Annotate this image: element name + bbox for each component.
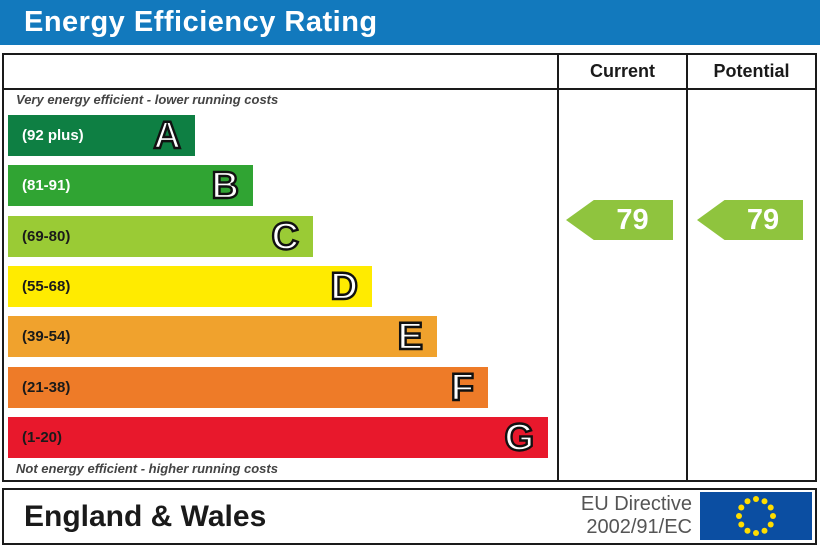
band-f: (21-38) F (8, 367, 488, 408)
potential-rating-value: 79 (746, 203, 780, 236)
current-rating-value: 79 (616, 203, 649, 236)
footer: England & Wales EU Directive 2002/91/EC (2, 488, 817, 545)
band-letter: E (396, 315, 424, 358)
title-bar: Energy Efficiency Rating (0, 0, 820, 45)
band-letter: C (270, 215, 300, 258)
band-a: (92 plus) A (8, 115, 195, 156)
band-range-label: (1-20) (22, 429, 63, 446)
band-range-label: (92 plus) (22, 127, 84, 144)
eu-flag-icon (700, 492, 812, 540)
band-c: (69-80) C (8, 216, 313, 257)
rating-bands: (92 plus) A (81-91) B (69-80) C (55-68) D (39-54… (4, 55, 815, 480)
eu-directive-line2: 2002/91/EC (586, 516, 692, 538)
page-title: Energy Efficiency Rating (24, 6, 378, 38)
band-range-label: (55-68) (22, 278, 71, 295)
region-label: England & Wales (24, 499, 267, 533)
band-letter: B (210, 164, 240, 207)
band-letter: D (329, 265, 359, 308)
band-letter: F (450, 366, 476, 409)
rating-table: Current Potential Very energy efficient … (2, 53, 817, 482)
band-range-label: (21-38) (22, 379, 71, 396)
band-letter: A (152, 114, 182, 157)
eu-directive-line1: EU Directive (580, 493, 692, 515)
band-range-label: (69-80) (22, 228, 71, 245)
header-divider (4, 88, 815, 90)
bottom-note: Not energy efficient - higher running co… (16, 461, 278, 476)
column-header-current: Current (589, 61, 655, 81)
band-b: (81-91) B (8, 165, 253, 206)
column-divider-current (557, 55, 559, 480)
column-divider-potential (686, 55, 688, 480)
top-note: Very energy efficient - lower running co… (16, 92, 279, 107)
column-header-potential: Potential (713, 61, 790, 81)
band-e: (39-54) E (8, 316, 437, 357)
eu-directive-label: EU Directive 2002/91/EC (581, 493, 692, 539)
band-d: (55-68) D (8, 266, 372, 307)
band-letter: G (503, 416, 535, 459)
band-range-label: (81-91) (22, 177, 71, 194)
band-g: (1-20) G (8, 417, 548, 458)
band-range-label: (39-54) (22, 328, 71, 345)
